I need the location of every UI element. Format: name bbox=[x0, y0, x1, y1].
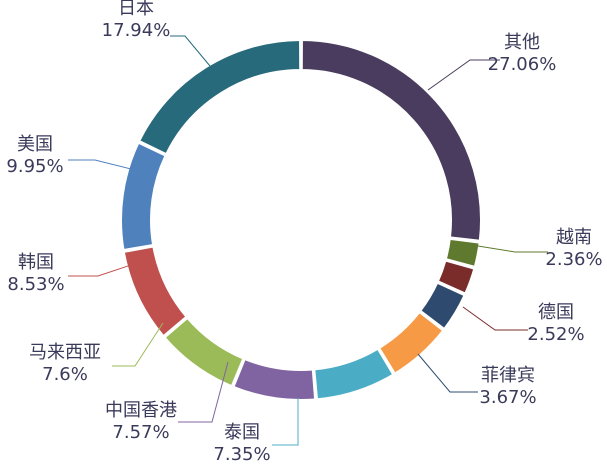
slice-name: 日本 bbox=[118, 0, 154, 19]
leader-line-越南 bbox=[477, 245, 548, 253]
slice-label-德国: 德国 2.52% bbox=[527, 302, 584, 345]
slice-labels: 其他 27.06% 越南 2.36% 德国 2.52% 菲律宾 3.67% 泰国 7.35% 中国香… bbox=[6, 0, 602, 465]
leader-line-德国 bbox=[462, 306, 528, 331]
slice-percent: 2.52% bbox=[527, 324, 584, 345]
donut-slice-日本 bbox=[137, 38, 302, 156]
leader-line-中国香港 bbox=[178, 361, 229, 423]
slice-name: 韩国 bbox=[18, 252, 54, 273]
leader-line-泰国 bbox=[272, 398, 299, 446]
slice-percent: 17.94% bbox=[102, 20, 171, 41]
slice-name: 美国 bbox=[17, 134, 53, 155]
donut-slice-菲律宾 bbox=[418, 281, 466, 331]
slice-name: 中国香港 bbox=[105, 400, 177, 421]
slice-name: 德国 bbox=[538, 302, 574, 323]
slice-percent: 9.95% bbox=[6, 156, 63, 177]
slice-label-泰国: 泰国 7.35% bbox=[213, 422, 270, 465]
donut-slices bbox=[120, 38, 482, 401]
slice-percent: 27.06% bbox=[488, 54, 557, 75]
leader-line-其他 bbox=[427, 59, 500, 91]
leader-line-韩国 bbox=[68, 261, 141, 277]
slice-label-其他: 其他 27.06% bbox=[488, 32, 557, 75]
slice-label-美国: 美国 9.95% bbox=[6, 134, 63, 177]
slice-label-越南: 越南 2.36% bbox=[545, 227, 602, 270]
slice-name: 其他 bbox=[504, 32, 540, 53]
slice-percent: 7.57% bbox=[112, 422, 169, 443]
leader-lines bbox=[68, 35, 548, 446]
slice-percent: 3.67% bbox=[479, 387, 536, 408]
donut-slice-美国 bbox=[120, 141, 167, 252]
slice-label-日本: 日本 17.94% bbox=[102, 0, 171, 41]
slice-percent: 7.35% bbox=[213, 444, 270, 465]
slice-name: 马来西亚 bbox=[29, 342, 101, 363]
leader-line-日本 bbox=[170, 35, 211, 67]
leader-line-菲律宾 bbox=[417, 353, 478, 393]
slice-name: 越南 bbox=[556, 227, 592, 248]
slice-label-韩国: 韩国 8.53% bbox=[7, 252, 64, 295]
donut-slice-泰国 bbox=[313, 347, 395, 401]
donut-slice-韩国 bbox=[122, 245, 188, 338]
slice-label-马来西亚: 马来西亚 7.6% bbox=[29, 342, 101, 385]
donut-slice-中国香港 bbox=[232, 357, 317, 401]
slice-name: 泰国 bbox=[224, 422, 260, 443]
slice-label-菲律宾: 菲律宾 3.67% bbox=[479, 365, 536, 408]
donut-slice-马来西亚 bbox=[163, 316, 245, 388]
slice-name: 菲律宾 bbox=[481, 365, 535, 386]
slice-percent: 7.6% bbox=[42, 364, 88, 385]
leader-line-美国 bbox=[68, 159, 136, 171]
donut-slice-其他 bbox=[300, 38, 482, 242]
leader-line-马来西亚 bbox=[112, 322, 164, 367]
slice-percent: 2.36% bbox=[545, 249, 602, 270]
slice-percent: 8.53% bbox=[7, 274, 64, 295]
donut-slice-unlabeled bbox=[377, 310, 445, 375]
slice-label-中国香港: 中国香港 7.57% bbox=[105, 400, 177, 443]
donut-slice-越南 bbox=[444, 237, 481, 269]
donut-slice-德国 bbox=[436, 259, 476, 295]
